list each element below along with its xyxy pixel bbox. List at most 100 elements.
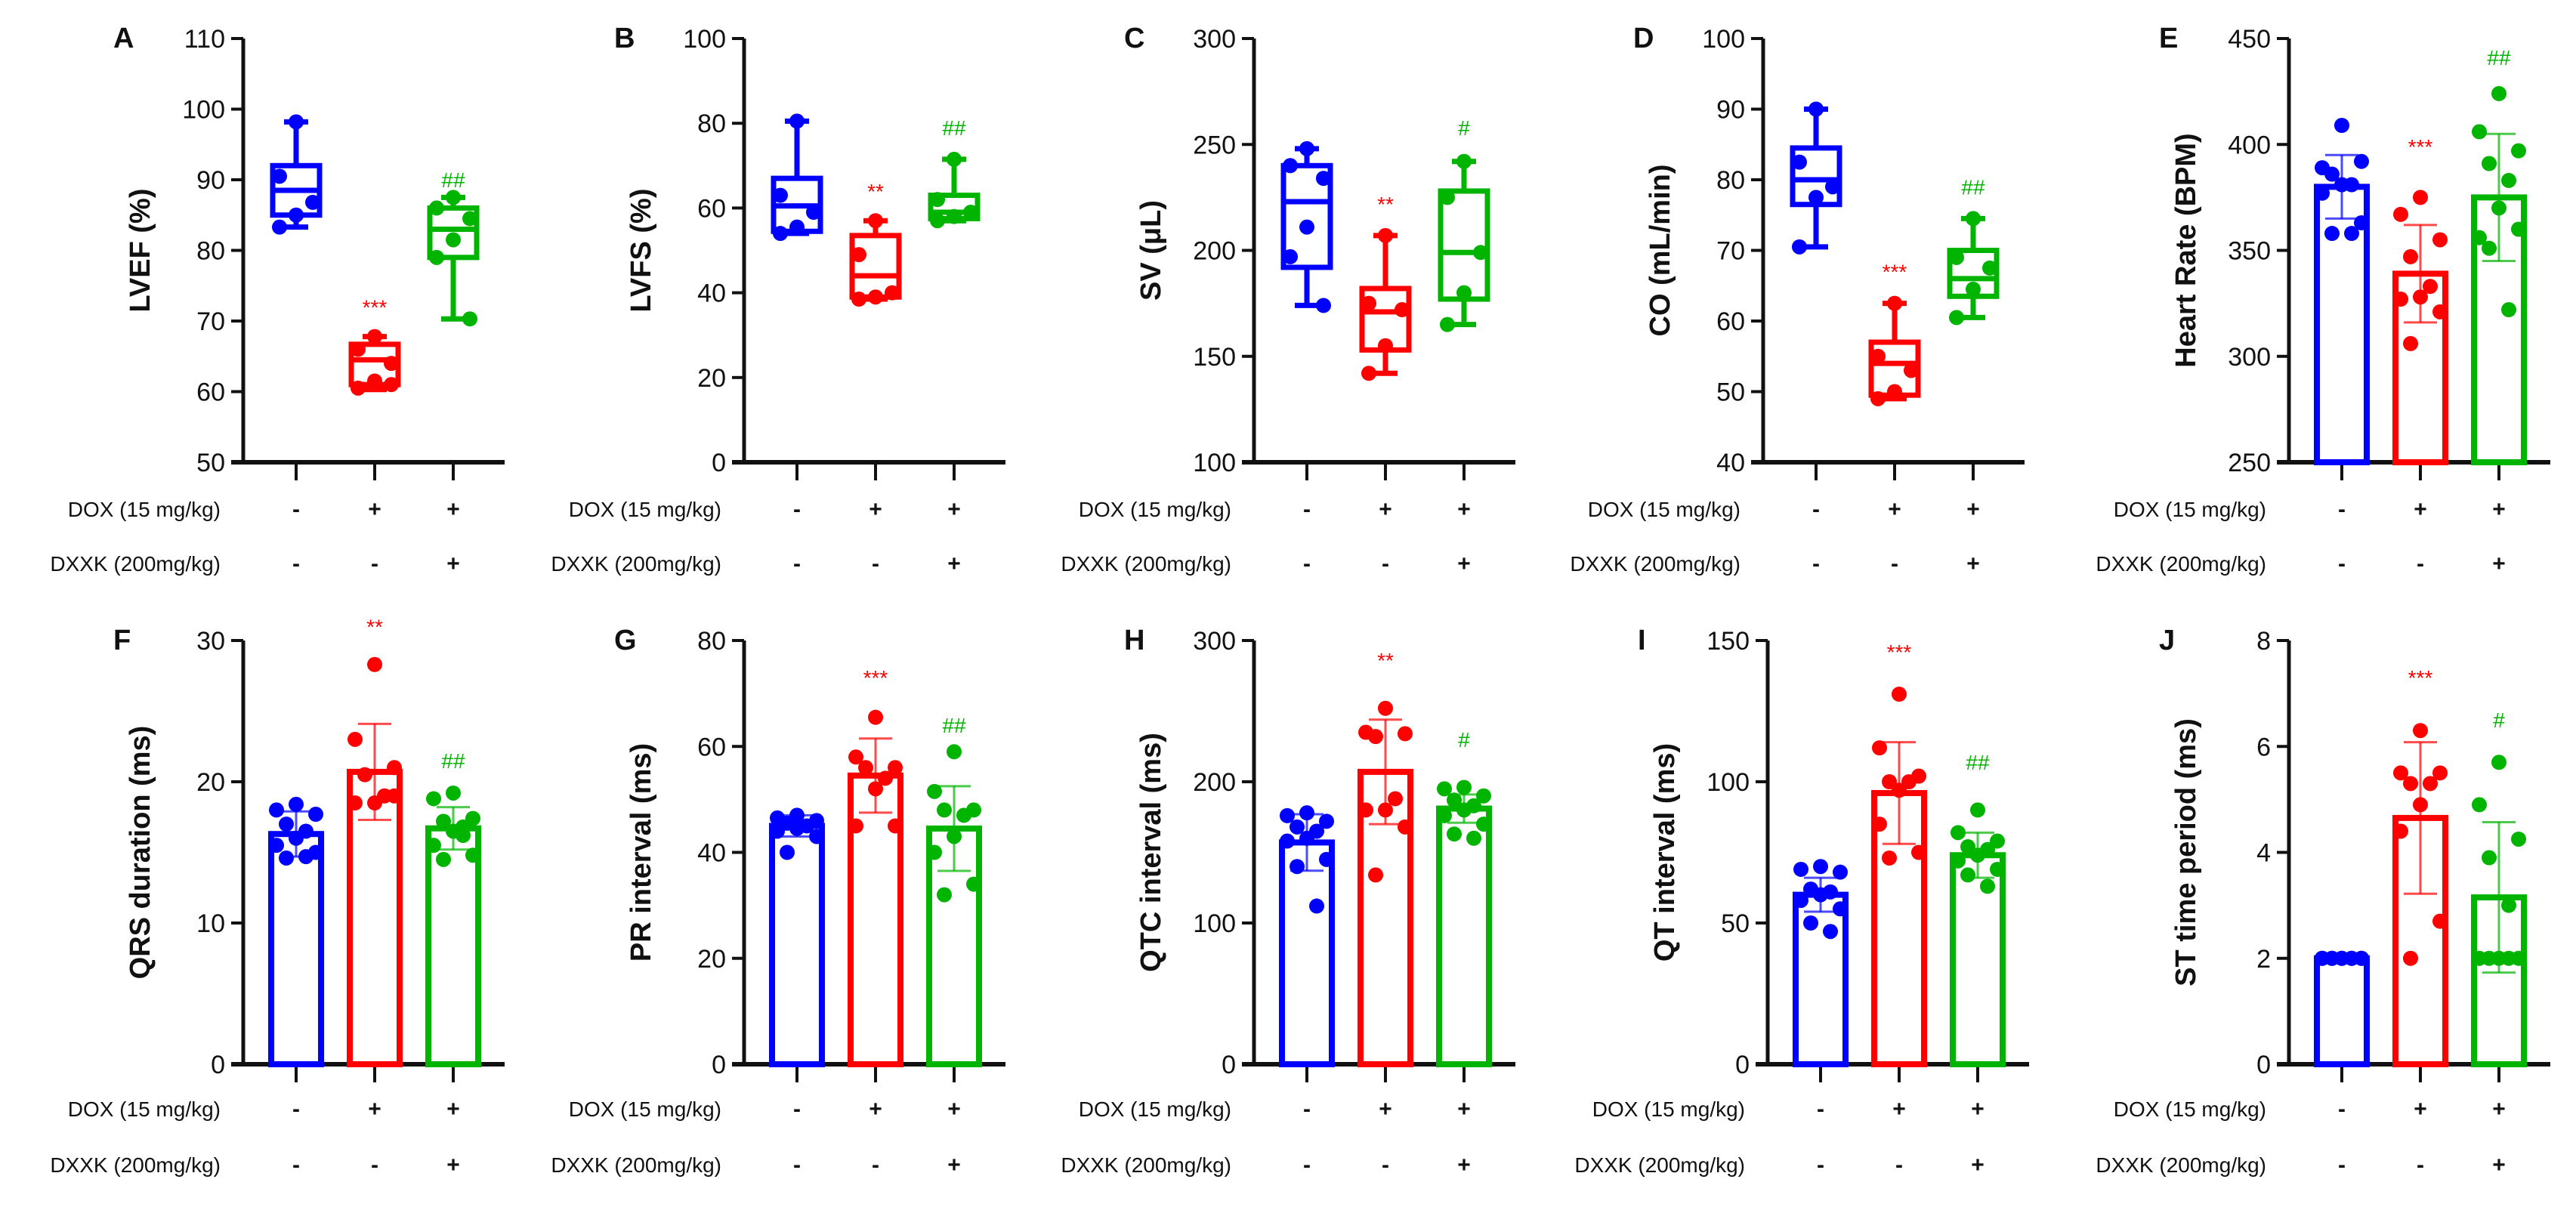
significance-mark: ## (441, 749, 465, 773)
data-point (2354, 153, 2369, 169)
significance-mark: ** (1377, 193, 1394, 216)
data-point (1870, 348, 1886, 364)
data-point (2491, 755, 2507, 770)
data-point (1440, 316, 1455, 332)
data-point (1473, 245, 1488, 261)
dxxk-row-label: DXXK (200mg/kg) (2096, 1153, 2266, 1177)
panel-f: F QRS duration (ms) 0 10 20 30 DOX (15 mg/kg) D… (50, 615, 505, 1178)
data-point (2393, 292, 2408, 307)
dxxk-sign: + (2492, 1153, 2506, 1178)
y-tick-label: 80 (1716, 166, 1745, 195)
dox-sign: - (1817, 1097, 1824, 1122)
data-point (858, 760, 873, 776)
dxxk-row-label: DXXK (200mg/kg) (1061, 1153, 1231, 1177)
y-tick-label: 90 (196, 166, 225, 195)
dox-sign: + (2492, 1097, 2506, 1122)
y-axis-label: PR interval (ms) (625, 743, 657, 962)
data-point (436, 813, 451, 829)
y-tick-label: 100 (1707, 768, 1750, 797)
dxxk-sign: + (1966, 551, 1980, 576)
data-point (956, 807, 971, 823)
significance-mark: *** (2408, 666, 2433, 690)
data-point (269, 802, 284, 818)
data-point (351, 380, 366, 396)
data-point (2413, 723, 2428, 739)
data-point (1447, 792, 1462, 808)
y-tick-label: 0 (1735, 1051, 1750, 1079)
data-point (1882, 774, 1897, 789)
data-point (1398, 726, 1413, 742)
data-point (868, 213, 883, 229)
y-tick-label: 100 (1193, 909, 1236, 938)
dxxk-sign: + (446, 551, 460, 576)
data-point (1990, 833, 2005, 849)
panel-letter: G (614, 625, 637, 656)
panel-letter: E (2159, 23, 2178, 54)
data-point (2432, 765, 2448, 781)
panel-letter: F (113, 625, 131, 656)
dxxk-row-label: DXXK (200mg/kg) (1574, 1153, 1745, 1177)
dox-sign: + (446, 1097, 460, 1122)
data-point (773, 187, 788, 203)
data-point (789, 219, 805, 235)
data-point (1378, 700, 1393, 716)
dox-sign: - (2338, 497, 2346, 522)
data-point (789, 113, 805, 129)
y-tick-label: 6 (2256, 733, 2271, 761)
data-point (1280, 833, 1295, 849)
y-tick-label: 400 (2228, 131, 2271, 159)
dxxk-row-label: DXXK (200mg/kg) (2096, 552, 2266, 576)
data-point (2413, 190, 2428, 205)
data-point (1982, 260, 1997, 276)
dxxk-sign: - (1891, 551, 1898, 576)
data-point (2472, 230, 2487, 245)
data-point (446, 190, 461, 205)
group-dox-dxxk: + + # (1438, 116, 1490, 576)
y-axis-label: Heart Rate (BPM) (2170, 133, 2202, 367)
y-tick-label: 90 (1716, 96, 1745, 125)
dox-row-label: DOX (15 mg/kg) (1592, 1097, 1745, 1121)
y-tick-label: 60 (1716, 307, 1745, 336)
data-point (1283, 248, 1298, 264)
dxxk-sign: + (1971, 1153, 1985, 1178)
data-point (2482, 850, 2497, 866)
data-point (2324, 950, 2340, 966)
data-point (2344, 950, 2359, 966)
data-point (2324, 226, 2340, 242)
significance-mark: ## (441, 168, 465, 192)
y-tick-label: 80 (697, 110, 726, 138)
group-dox: + - *** (348, 295, 401, 576)
y-tick-label: 60 (196, 378, 225, 407)
dox-row-label: DOX (15 mg/kg) (1588, 498, 1740, 521)
group-control: -- (270, 114, 323, 576)
data-point (1316, 171, 1331, 187)
dxxk-sign: + (947, 551, 961, 576)
data-point (1299, 805, 1314, 821)
data-point (446, 232, 461, 248)
panel-letter: J (2159, 625, 2175, 656)
y-axis-label: ST time period (ms) (2170, 718, 2202, 986)
data-point (2491, 85, 2507, 101)
data-point (367, 656, 382, 672)
dxxk-sign: - (2417, 551, 2424, 576)
dox-sign: - (793, 1097, 801, 1122)
data-point (1892, 687, 1907, 702)
data-point (2403, 248, 2418, 264)
dxxk-sign: - (2417, 1153, 2424, 1178)
group-control: -- (1280, 140, 1333, 576)
data-point (272, 168, 287, 184)
panel-letter: A (113, 23, 134, 54)
significance-mark: # (1458, 116, 1470, 140)
data-point (1960, 839, 1975, 855)
data-point (1395, 302, 1410, 318)
dox-sign: + (368, 1097, 381, 1122)
data-point (1951, 825, 1966, 841)
significance-mark: ## (2487, 46, 2511, 69)
dxxk-row-label: DXXK (200mg/kg) (50, 552, 221, 576)
data-point (1361, 366, 1376, 381)
data-point (2423, 279, 2438, 295)
data-point (1299, 140, 1314, 156)
data-point (2393, 765, 2408, 781)
dxxk-sign: - (1812, 551, 1820, 576)
dox-sign: - (1303, 497, 1311, 522)
